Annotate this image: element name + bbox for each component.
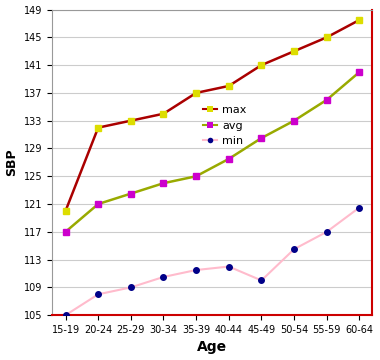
X-axis label: Age: Age [197, 341, 228, 355]
Legend: max, avg, min: max, avg, min [199, 101, 251, 151]
Y-axis label: SBP: SBP [6, 149, 19, 176]
